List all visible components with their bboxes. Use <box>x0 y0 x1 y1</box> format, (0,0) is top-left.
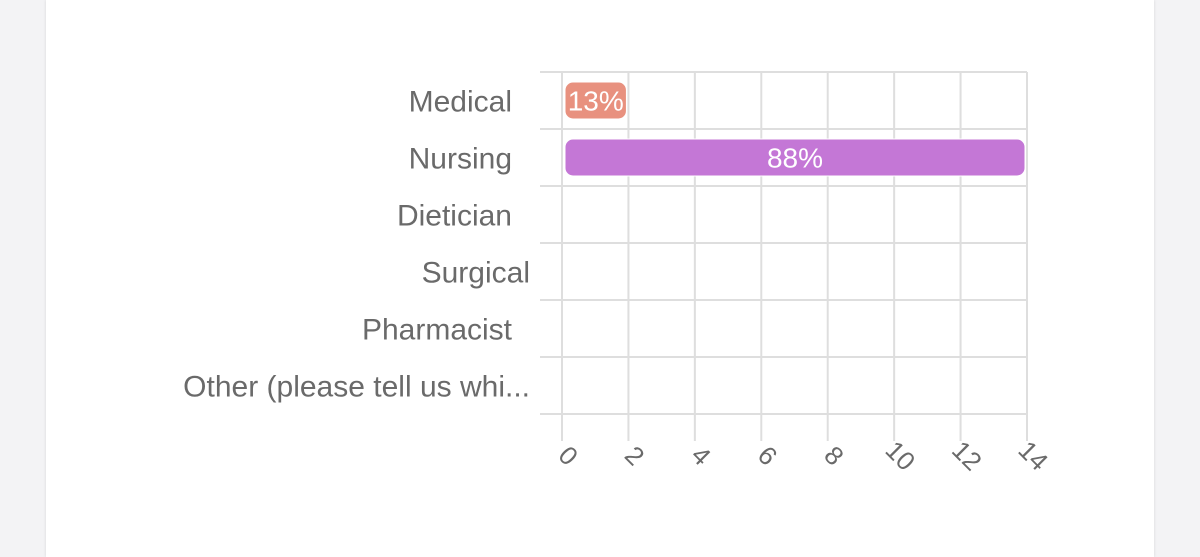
x-tick-label: 12 <box>946 435 988 477</box>
bar-medical[interactable] <box>564 81 627 120</box>
category-label: Other (please tell us whi... <box>183 371 530 404</box>
category-label: Medical <box>409 86 512 119</box>
grid-lines <box>540 71 1028 441</box>
category-label: Nursing <box>409 143 512 176</box>
x-tick-label: 0 <box>553 440 584 471</box>
data-label: 88% <box>767 143 823 174</box>
x-tick-labels: 0 2 4 6 8 10 12 14 <box>553 435 1055 477</box>
bars: 13% 88% <box>564 81 1026 177</box>
x-tick-label: 4 <box>685 440 716 471</box>
x-tick-label: 10 <box>880 435 922 477</box>
x-tick-label: 8 <box>818 440 849 471</box>
category-label: Surgical <box>422 257 530 290</box>
x-tick-label: 6 <box>752 440 783 471</box>
data-label: 13% <box>568 86 624 117</box>
category-label: Dietician <box>397 200 512 233</box>
bar-nursing[interactable] <box>564 138 1026 177</box>
x-tick-label: 2 <box>619 440 650 471</box>
category-labels: Medical Nursing Dietician Surgical Pharmacis… <box>183 86 530 404</box>
category-label: Pharmacist <box>362 314 513 347</box>
x-tick-label: 14 <box>1013 435 1055 477</box>
